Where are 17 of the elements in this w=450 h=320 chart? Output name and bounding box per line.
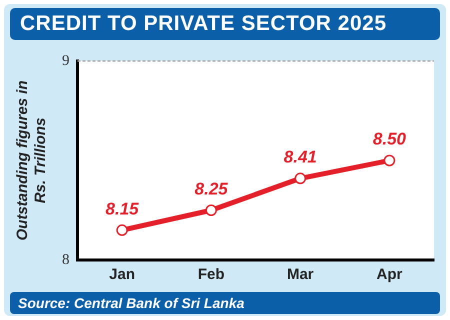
source-note: Source: Central Bank of Sri Lanka [10,292,440,314]
point [116,224,128,236]
x-tick-label: Feb [198,266,225,284]
point [384,154,396,166]
data-label: 8.15 [106,199,140,218]
y-tick-label: 9 [62,52,70,69]
y-tick-label: 8 [62,252,70,268]
x-tick-label: Apr [376,266,403,284]
x-tick-label: Jan [109,266,135,284]
chart-title: CREDIT TO PRIVATE SECTOR 2025 [10,8,440,40]
data-label: 8.50 [372,130,407,149]
point [294,172,306,184]
y-axis-title: Outstanding figures in Rs. Trillions [14,80,50,240]
data-label: 8.25 [194,179,228,198]
x-tick-label: Mar [286,266,314,284]
data-label: 8.41 [284,148,317,167]
point [205,204,217,216]
